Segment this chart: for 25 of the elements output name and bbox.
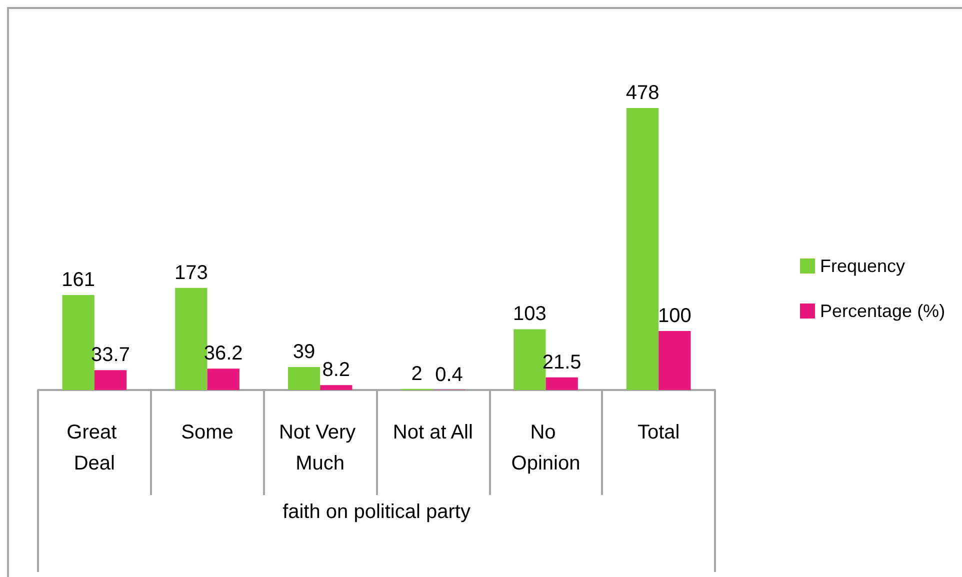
bar <box>546 377 578 390</box>
data-label: 103 <box>512 303 546 326</box>
data-label: 2 <box>411 362 422 385</box>
bar <box>288 366 320 390</box>
legend-label: Frequency <box>820 256 906 276</box>
x-tick-label: Some <box>181 422 234 444</box>
data-label: 161 <box>62 269 96 292</box>
data-label: 478 <box>626 82 660 104</box>
bar <box>658 331 691 390</box>
bar <box>320 385 352 390</box>
data-label: 8.2 <box>322 359 350 382</box>
x-tick-label: Great Deal <box>66 422 122 474</box>
x-axis-title: faith on political party <box>282 501 470 523</box>
legend-label: Percentage (%) <box>820 301 946 321</box>
data-label: 0.4 <box>435 364 463 386</box>
bar <box>626 108 659 390</box>
x-tick-label: Not at All <box>392 422 473 444</box>
x-tick-label: No Opinion <box>511 422 580 474</box>
x-tick-label: Not Very Much <box>278 422 362 474</box>
bar <box>207 368 240 390</box>
bar <box>94 370 127 390</box>
data-label: 100 <box>658 305 692 327</box>
data-label: 173 <box>174 262 208 284</box>
data-label: 39 <box>292 340 316 363</box>
x-tick-label: Total <box>637 422 680 444</box>
